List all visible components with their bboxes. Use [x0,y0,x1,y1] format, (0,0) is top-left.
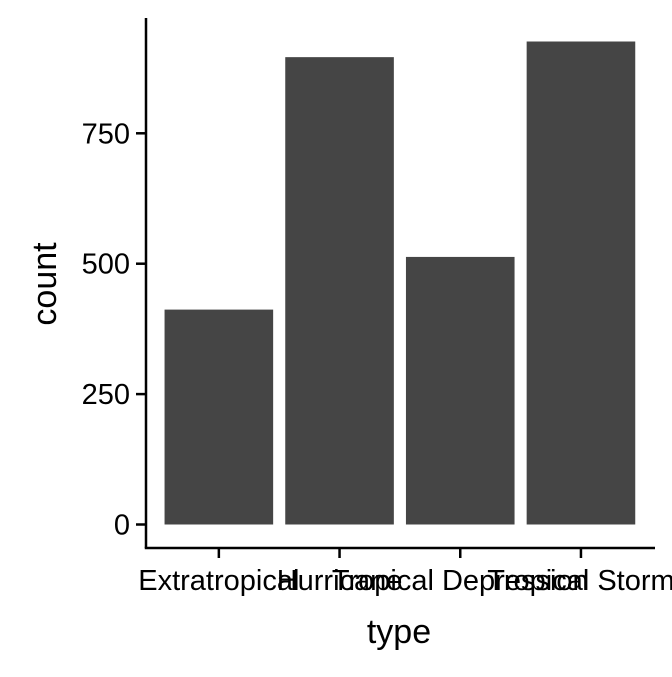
bars-layer [164,41,636,525]
labels-layer: 0250500750ExtratropicalHurricaneTropical… [82,118,672,597]
y-tick-label: 500 [82,249,130,281]
axes-layer [136,18,655,558]
bar-tropical-storm [526,41,636,525]
x-tick-label: Hurricane [277,565,403,597]
x-axis-title: type [367,613,431,651]
y-tick-label: 250 [82,379,130,411]
y-tick-label: 0 [114,510,130,542]
y-tick-label: 750 [82,118,130,150]
x-tick-label: Tropical Storm [487,565,672,597]
bar-hurricane [285,57,394,525]
bar-extratropical [164,309,274,525]
bar-tropical-depression [405,256,515,525]
y-axis-title: count [26,242,64,326]
x-tick-label: Tropical Depression [332,565,589,597]
x-tick-label: Extratropical [138,565,299,597]
